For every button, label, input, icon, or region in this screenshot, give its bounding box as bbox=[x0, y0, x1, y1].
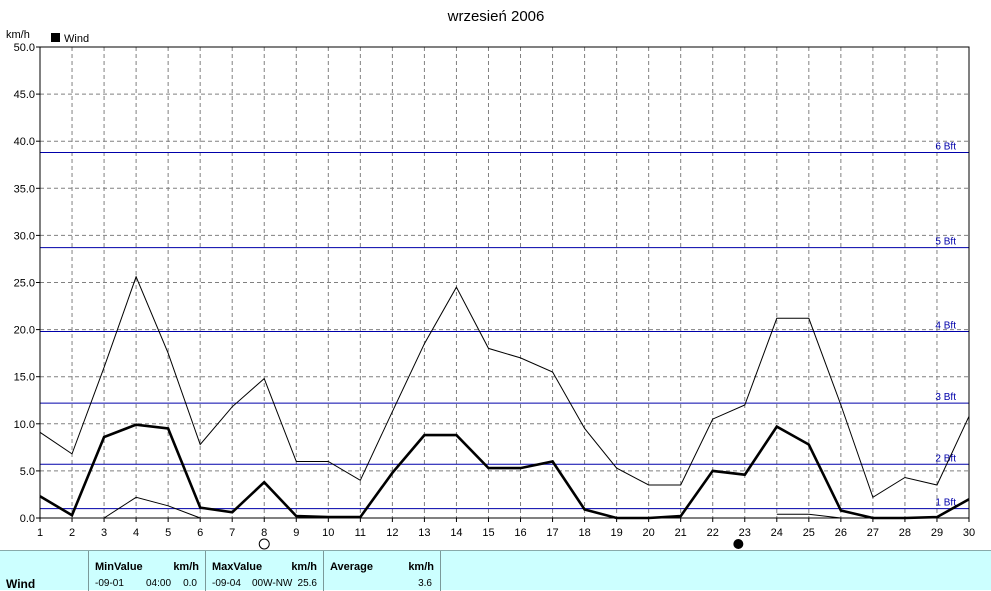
x-tick-label: 18 bbox=[578, 527, 590, 539]
min-header: MinValue bbox=[95, 561, 143, 573]
max-direction: 00W-NW bbox=[252, 578, 293, 589]
summary-row-label-cell: Wind bbox=[0, 551, 89, 591]
x-tick-label: 29 bbox=[931, 527, 943, 539]
x-tick-label: 12 bbox=[386, 527, 398, 539]
x-tick-label: 10 bbox=[322, 527, 334, 539]
series bbox=[39, 275, 970, 520]
series-line-average bbox=[39, 423, 970, 520]
beaufort-label: 2 Bft bbox=[935, 453, 956, 464]
min-unit: km/h bbox=[173, 561, 199, 573]
x-axis: 1 2 3 4 5 6 7 8 9 10 11 12 13 14 15 16 17 18 19 20 21 22 23 24 2… bbox=[37, 518, 975, 539]
max-value: 25.6 bbox=[297, 578, 317, 589]
moon-phases bbox=[258, 538, 744, 550]
avg-value: 3.6 bbox=[418, 578, 432, 589]
y-tick-label: 10.0 bbox=[14, 419, 35, 431]
beaufort-label: 4 Bft bbox=[935, 320, 956, 331]
max-header: MaxValue bbox=[212, 561, 263, 573]
x-tick-label: 17 bbox=[546, 527, 558, 539]
new-moon-icon bbox=[733, 539, 744, 549]
legend-label: Wind bbox=[64, 33, 89, 45]
x-tick-label: 1 bbox=[37, 527, 43, 539]
y-axis-unit: km/h bbox=[6, 29, 30, 41]
max-value-cell: MaxValue km/h -09-04 00W-NW 25.6 bbox=[206, 551, 324, 591]
y-tick-label: 5.0 bbox=[20, 466, 35, 478]
x-tick-label: 4 bbox=[133, 527, 139, 539]
grid bbox=[40, 47, 969, 518]
min-value: 0.0 bbox=[183, 578, 197, 589]
x-tick-label: 7 bbox=[229, 527, 235, 539]
x-tick-label: 22 bbox=[707, 527, 719, 539]
y-tick-label: 45.0 bbox=[14, 89, 35, 101]
summary-row-label: Wind bbox=[6, 577, 36, 591]
full-moon-icon bbox=[258, 538, 270, 550]
x-tick-label: 16 bbox=[514, 527, 526, 539]
y-tick-label: 30.0 bbox=[14, 230, 35, 242]
y-tick-label: 0.0 bbox=[20, 513, 35, 525]
series-line-min bbox=[103, 496, 201, 519]
avg-unit: km/h bbox=[408, 561, 434, 573]
x-tick-label: 27 bbox=[867, 527, 879, 539]
series-line-max bbox=[39, 275, 970, 499]
avg-header: Average bbox=[330, 561, 374, 573]
x-tick-label: 5 bbox=[165, 527, 171, 539]
max-date: -09-04 bbox=[212, 578, 241, 589]
x-tick-label: 25 bbox=[803, 527, 815, 539]
x-tick-label: 2 bbox=[69, 527, 75, 539]
x-tick-label: 14 bbox=[450, 527, 462, 539]
summary-table: Wind MinValue km/h -09-01 04:00 0.0 MaxV… bbox=[0, 550, 991, 591]
x-tick-label: 6 bbox=[197, 527, 203, 539]
series-line-min bbox=[776, 513, 841, 519]
x-tick-label: 15 bbox=[482, 527, 494, 539]
y-tick-label: 20.0 bbox=[14, 325, 35, 337]
wind-chart: wrzesień 2006 km/h Wind 1 Bft 2 Bft 3 Bft 4… bbox=[6, 8, 975, 550]
y-axis: 0.0 5.0 10.0 15.0 20.0 25.0 30.0 35.0 40.0 45.0 50… bbox=[14, 42, 40, 525]
min-date: -09-01 bbox=[95, 578, 124, 589]
x-tick-label: 21 bbox=[675, 527, 687, 539]
min-time: 04:00 bbox=[146, 578, 172, 589]
x-tick-label: 8 bbox=[261, 527, 267, 539]
average-cell: Average km/h 3.6 bbox=[324, 551, 441, 591]
x-tick-label: 23 bbox=[739, 527, 751, 539]
min-value-cell: MinValue km/h -09-01 04:00 0.0 bbox=[89, 551, 206, 591]
x-tick-label: 11 bbox=[355, 527, 366, 539]
y-tick-label: 40.0 bbox=[14, 136, 35, 148]
beaufort-label: 5 Bft bbox=[935, 237, 956, 248]
x-tick-label: 26 bbox=[835, 527, 847, 539]
chart-title: wrzesień 2006 bbox=[447, 8, 545, 25]
beaufort-label: 1 Bft bbox=[935, 498, 956, 509]
beaufort-label: 6 Bft bbox=[935, 142, 956, 153]
x-tick-label: 28 bbox=[899, 527, 911, 539]
x-tick-label: 30 bbox=[963, 527, 975, 539]
max-unit: km/h bbox=[291, 561, 317, 573]
x-tick-label: 13 bbox=[418, 527, 430, 539]
x-tick-label: 19 bbox=[610, 527, 622, 539]
x-tick-label: 24 bbox=[771, 527, 783, 539]
x-tick-label: 9 bbox=[293, 527, 299, 539]
beaufort-label: 3 Bft bbox=[935, 392, 956, 403]
x-tick-label: 3 bbox=[101, 527, 107, 539]
x-tick-label: 20 bbox=[643, 527, 655, 539]
y-tick-label: 35.0 bbox=[14, 183, 35, 195]
y-tick-label: 25.0 bbox=[14, 278, 35, 290]
legend-swatch bbox=[51, 33, 60, 42]
y-tick-label: 50.0 bbox=[14, 42, 35, 54]
y-tick-label: 15.0 bbox=[14, 372, 35, 384]
